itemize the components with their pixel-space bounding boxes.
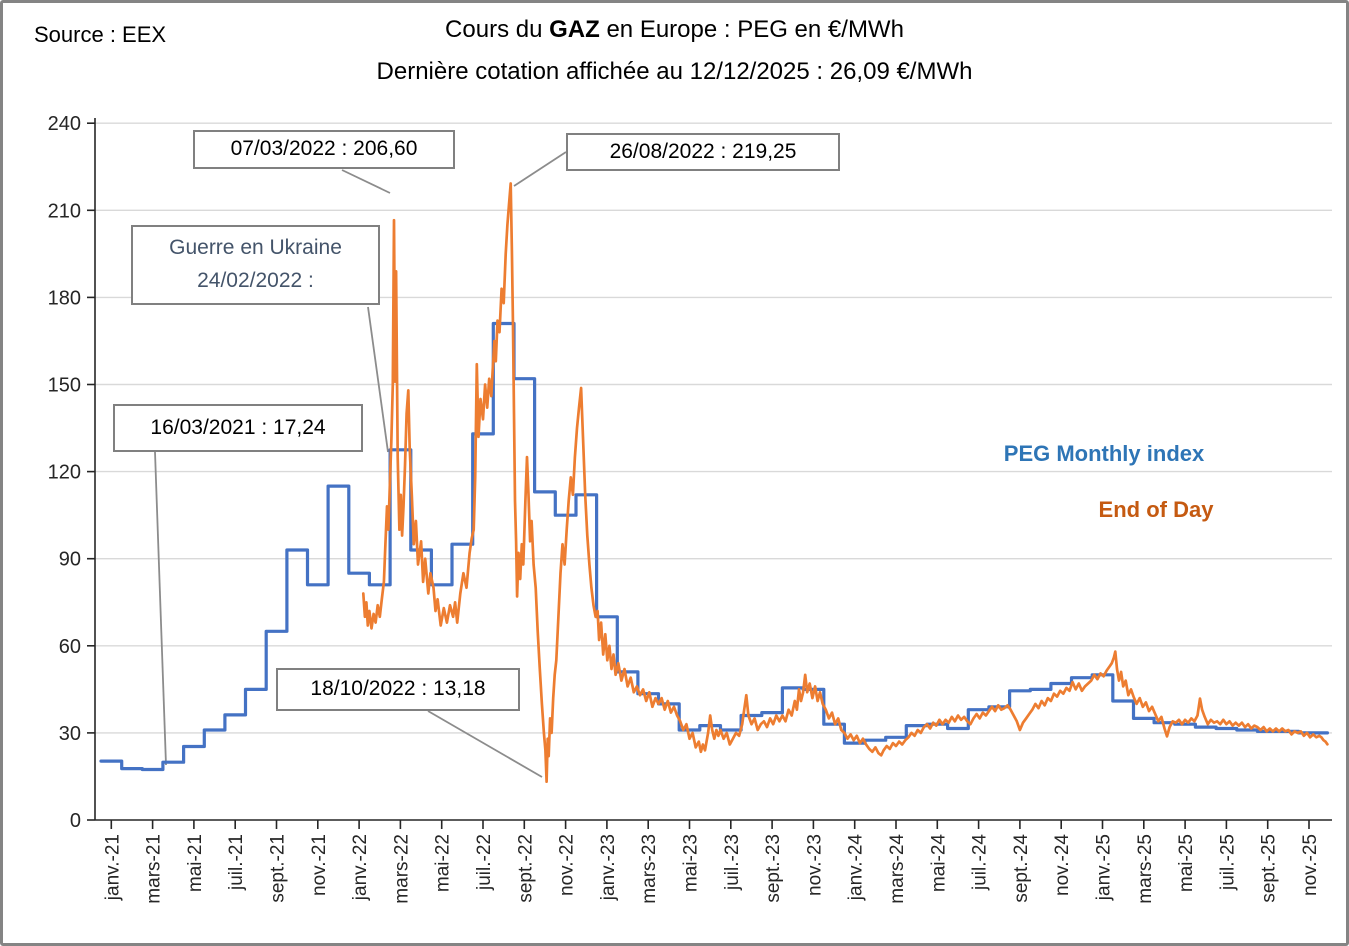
x-tick-label-21: juil.-24 (970, 834, 991, 891)
x-tick-label-9: juil.-22 (474, 834, 495, 891)
x-tick-label-4: sept.-21 (268, 834, 289, 903)
end-of-day-line (361, 182, 1329, 784)
annotation-peak-2022-08-text: 26/08/2022 : 219,25 (609, 139, 797, 163)
chart-title-gaz: GAZ (549, 16, 600, 43)
x-tick-label-27: juil.-25 (1217, 834, 1238, 891)
y-tick-label-0: 0 (70, 810, 81, 832)
y-tick-label-90: 90 (59, 549, 81, 571)
legend-end-of-day: End of Day (1098, 497, 1214, 522)
annotation-low-2021-03-text: 16/03/2021 : 17,24 (150, 415, 326, 439)
x-tick-label-26: mai-25 (1176, 834, 1197, 892)
x-tick-label-14: mai-23 (681, 834, 702, 892)
annotation-leader-3 (154, 451, 167, 766)
x-tick-label-13: mars-23 (639, 834, 660, 904)
annotation-ukraine-war-line2: 24/02/2022 : (197, 269, 314, 292)
x-tick-label-15: juil.-23 (722, 834, 743, 891)
x-tick-label-22: sept.-24 (1011, 834, 1032, 903)
annotation-leader-0 (341, 169, 391, 194)
annotation-low-2022-10-text: 18/10/2022 : 13,18 (310, 677, 486, 701)
annotation-leader-2 (367, 306, 389, 453)
annotation-low-2022-10: 18/10/2022 : 13,18 (276, 668, 520, 711)
annotation-peak-2022-08: 26/08/2022 : 219,25 (566, 133, 840, 171)
x-tick-label-19: mars-24 (887, 834, 908, 904)
chart-title-suffix: en Europe : PEG en €/MWh (599, 16, 904, 43)
x-tick-label-25: mars-25 (1135, 834, 1156, 904)
annotation-low-2021-03: 16/03/2021 : 17,24 (113, 404, 363, 452)
x-tick-label-16: sept.-23 (763, 834, 784, 903)
y-tick-label-180: 180 (48, 287, 81, 309)
x-tick-label-2: mai-21 (185, 834, 206, 892)
annotation-leader-1 (513, 151, 567, 187)
x-tick-label-3: juil.-21 (226, 834, 247, 891)
chart-title: Cours du GAZ en Europe : PEG en €/MWh (0, 16, 1349, 44)
annotation-peak-2022-03-text: 07/03/2022 : 206,60 (230, 137, 418, 161)
y-tick-label-60: 60 (59, 636, 81, 658)
x-tick-label-6: janv.-22 (350, 834, 371, 901)
y-tick-label-210: 210 (48, 200, 81, 222)
annotation-leader-4 (427, 710, 543, 778)
x-tick-label-10: sept.-22 (515, 834, 536, 903)
annotation-ukraine-war-line1: Guerre en Ukraine (169, 236, 342, 260)
x-tick-label-23: nov.-24 (1052, 834, 1073, 896)
x-tick-label-1: mars-21 (144, 834, 165, 904)
y-tick-label-240: 240 (48, 113, 81, 135)
x-tick-label-5: nov.-21 (309, 834, 330, 896)
x-tick-label-0: janv.-21 (102, 834, 123, 901)
x-tick-label-20: mai-24 (928, 834, 949, 893)
x-tick-label-18: janv.-24 (846, 834, 867, 902)
annotation-peak-2022-03: 07/03/2022 : 206,60 (193, 130, 455, 169)
x-tick-label-24: janv.-25 (1094, 834, 1115, 901)
x-tick-label-17: nov.-23 (804, 834, 825, 896)
x-tick-label-7: mars-22 (391, 834, 412, 904)
legend-peg-monthly-index: PEG Monthly index (1003, 441, 1205, 466)
x-tick-label-12: janv.-23 (598, 834, 619, 901)
x-tick-label-8: mai-22 (433, 834, 454, 892)
chart-subtitle: Dernière cotation affichée au 12/12/2025… (376, 58, 973, 85)
x-tick-label-28: sept.-25 (1259, 834, 1280, 903)
x-tick-label-29: nov.-25 (1300, 834, 1321, 896)
annotation-ukraine-war: Guerre en Ukraine 24/02/2022 : (131, 225, 380, 305)
chart-title-prefix: Cours du (445, 16, 550, 43)
x-tick-label-11: nov.-22 (557, 834, 578, 896)
y-tick-label-30: 30 (59, 723, 81, 745)
y-tick-label-120: 120 (48, 462, 81, 484)
y-tick-label-150: 150 (48, 375, 81, 397)
source-label: Source : EEX (34, 22, 167, 47)
